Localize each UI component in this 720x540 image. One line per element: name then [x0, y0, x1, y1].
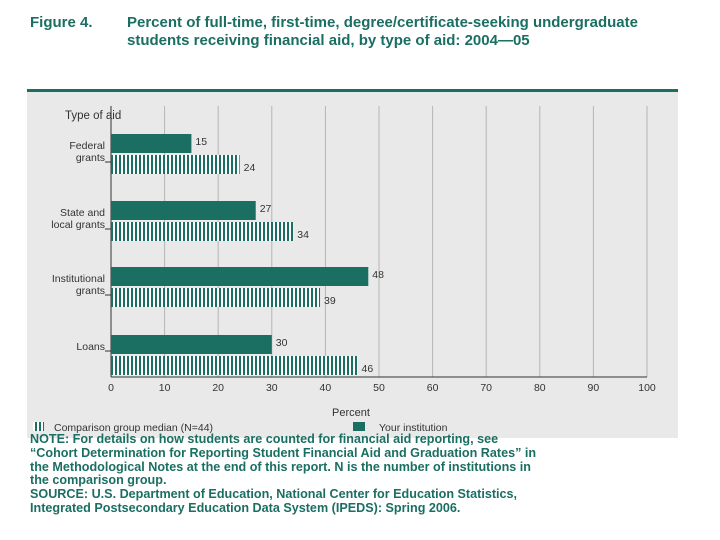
x-tick-label: 80 — [534, 382, 546, 394]
x-tick-label: 0 — [108, 382, 114, 394]
bar-comparison-median — [111, 155, 240, 174]
data-label: 48 — [372, 269, 384, 281]
x-tick-label: 70 — [480, 382, 492, 394]
category-label: local grants — [51, 219, 105, 231]
note-line: NOTE: For details on how students are co… — [30, 432, 499, 446]
data-label: 39 — [324, 295, 336, 307]
grid-layer — [105, 106, 648, 378]
legend-swatch-institution — [353, 422, 365, 431]
bar-your-institution — [111, 267, 369, 286]
category-label: grants — [76, 285, 105, 297]
legend-label-comparison: Comparison group median (N=44) — [54, 422, 213, 434]
y-axis-title: Type of aid — [65, 110, 121, 122]
note-line: the comparison group. — [30, 473, 167, 488]
x-axis-title: Percent — [332, 407, 370, 419]
data-label: 30 — [276, 337, 288, 349]
chart-panel: 0 10 20 30 40 50 60 70 80 90 100 15 24 Federal grants 2… — [27, 89, 678, 438]
labels-layer: 0 10 20 30 40 50 60 70 80 90 1001524Federalgrants2… — [51, 136, 656, 394]
legend: Comparison group median (N=44) Your inst… — [33, 422, 448, 434]
data-label: 46 — [362, 363, 374, 375]
figure-title: Percent of full-time, first-time, degree… — [127, 14, 638, 49]
x-tick-label: 20 — [212, 382, 224, 394]
source-line: SOURCE: U.S. Department of Education, Na… — [30, 487, 518, 502]
figure-label: Figure 4. — [30, 14, 93, 31]
data-label: 34 — [297, 229, 309, 241]
bar-comparison-median — [111, 356, 358, 375]
category-label: Loans — [76, 341, 105, 353]
bar-comparison-median — [111, 222, 294, 241]
bars-layer — [111, 134, 369, 375]
x-tick-label: 10 — [159, 382, 171, 394]
x-tick-label: 50 — [373, 382, 385, 394]
bar-comparison-median — [111, 288, 321, 307]
legend-swatch-comparison — [33, 422, 44, 431]
x-tick-label: 40 — [320, 382, 332, 394]
legend-label-institution: Your institution — [379, 422, 448, 434]
note-line: the Methodological Notes at the end of t… — [30, 459, 531, 474]
category-label: Federal — [69, 140, 105, 152]
category-label: Institutional — [52, 273, 105, 285]
category-label: grants — [76, 152, 105, 164]
data-label: 24 — [244, 162, 256, 174]
bar-chart: 0 10 20 30 40 50 60 70 80 90 1001524Federalgrants2… — [33, 106, 656, 434]
x-tick-label: 30 — [266, 382, 278, 394]
x-tick-label: 60 — [427, 382, 439, 394]
data-label: 27 — [260, 203, 272, 215]
category-label: State and — [60, 207, 105, 219]
data-label: 15 — [195, 136, 207, 148]
source-line: Integrated Postsecondary Education Data … — [30, 500, 461, 515]
bar-your-institution — [111, 134, 192, 153]
bar-your-institution — [111, 335, 272, 354]
x-tick-label: 90 — [588, 382, 600, 394]
note-text: NOTE: For details on how students are co… — [30, 432, 678, 516]
note-line: “Cohort Determination for Reporting Stud… — [30, 445, 537, 460]
x-tick-label: 100 — [638, 382, 656, 394]
bar-your-institution — [111, 201, 256, 220]
